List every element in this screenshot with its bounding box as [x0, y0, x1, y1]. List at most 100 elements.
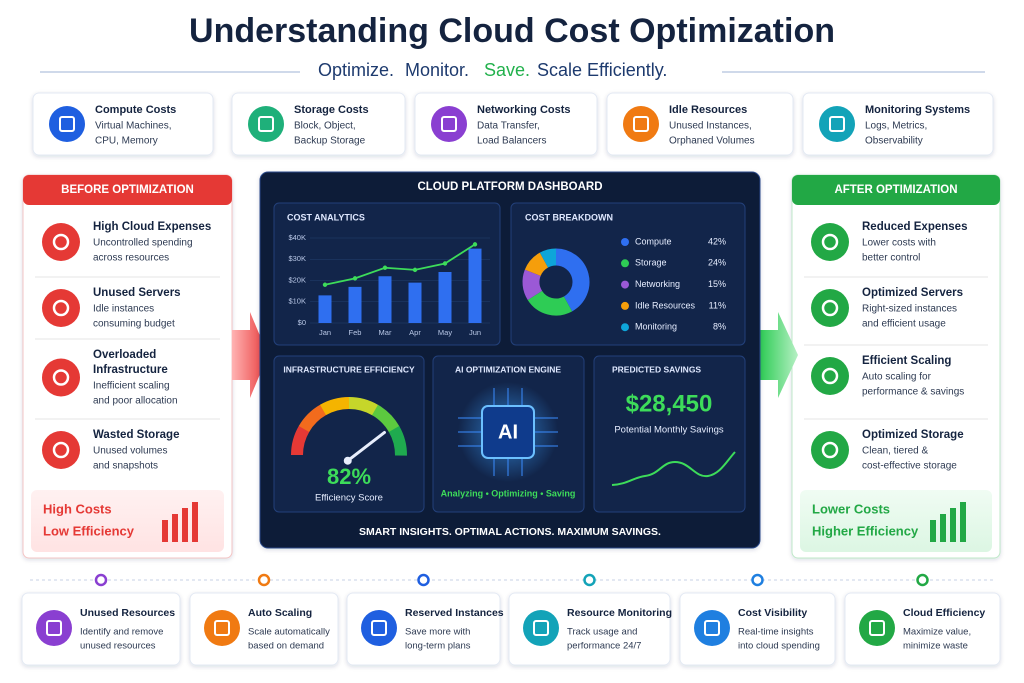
item-text: Clean, tiered &	[862, 446, 928, 457]
chip	[481, 405, 535, 459]
card	[21, 592, 181, 666]
card-text: Track usage and	[567, 627, 637, 638]
card-icon	[248, 106, 284, 142]
card-text: Scale automatically	[248, 627, 330, 638]
card-icon	[361, 610, 397, 646]
line-point	[382, 265, 388, 270]
card-title: Cost Visibility	[738, 607, 807, 619]
card-text: based on demand	[248, 641, 324, 652]
card-title: Idle Resources	[669, 104, 747, 116]
donut-segment	[524, 252, 549, 277]
card-icon-glyph	[533, 620, 549, 636]
card-icon	[431, 106, 467, 142]
item-icon	[811, 431, 849, 469]
legend-label: Compute	[635, 236, 672, 246]
card-icon	[523, 610, 559, 646]
bar	[348, 286, 362, 323]
card-text: performance 24/7	[567, 641, 641, 652]
item-icon-glyph	[821, 367, 839, 385]
card-text: Unused Instances,	[669, 121, 752, 132]
timeline-dot	[751, 573, 764, 587]
card-icon	[49, 106, 85, 142]
legend-label: Monitoring	[635, 322, 677, 332]
item-text: and poor allocation	[93, 396, 178, 407]
card-text: Block, Object,	[294, 121, 356, 132]
summary-glyph	[162, 520, 168, 542]
line-point	[322, 282, 328, 287]
card	[802, 92, 994, 156]
item-icon-glyph	[821, 441, 839, 459]
gauge-hub	[343, 456, 352, 465]
card-title: Monitoring Systems	[865, 104, 970, 116]
item-text: Auto scaling for	[862, 372, 932, 383]
sparkline	[611, 451, 736, 486]
summary-glyph	[172, 514, 178, 542]
summary-text: High Costs	[43, 501, 112, 516]
item-title: Infrastructure	[93, 364, 168, 376]
line	[324, 243, 476, 286]
item-title: Wasted Storage	[93, 429, 179, 441]
legend-label: Idle Resources	[635, 300, 696, 310]
item-icon-glyph	[52, 441, 70, 459]
gauge-band	[291, 425, 310, 456]
tagline-word: Optimize.	[318, 60, 394, 80]
tagline-word: Save.	[484, 60, 530, 80]
summary-glyph	[192, 502, 198, 542]
bar	[438, 272, 452, 323]
item-text: Inefficient scaling	[93, 381, 170, 392]
item-icon-glyph	[821, 233, 839, 251]
chart-title: COST ANALYTICS	[287, 212, 365, 222]
card	[679, 592, 836, 666]
item-icon-glyph	[821, 299, 839, 317]
summary-glyph	[930, 520, 936, 542]
card	[32, 92, 214, 156]
panel-title: PREDICTED SAVINGS	[612, 364, 701, 374]
item-text: and efficient usage	[862, 319, 946, 330]
card-icon	[859, 610, 895, 646]
card	[508, 592, 671, 666]
card-icon-glyph	[371, 620, 387, 636]
x-tick-label: Jan	[319, 328, 331, 337]
card-title: Reserved Instances	[405, 607, 504, 619]
summary-glyph	[940, 514, 946, 542]
item-title: Efficient Scaling	[862, 355, 951, 367]
card-text: Data Transfer,	[477, 121, 540, 132]
card-text: Logs, Metrics,	[865, 121, 927, 132]
item-text: across resources	[93, 253, 169, 264]
bar	[408, 282, 422, 323]
gauge-band	[388, 426, 407, 456]
card	[414, 92, 598, 156]
panel-title: AI OPTIMIZATION ENGINE	[455, 364, 561, 374]
item-icon	[811, 289, 849, 327]
card-title: Cloud Efficiency	[903, 607, 985, 619]
timeline-dot	[94, 573, 108, 587]
gauge-band	[298, 404, 327, 433]
y-tick-label: $20K	[288, 275, 306, 284]
dashboard-panel	[273, 355, 425, 513]
gauge-value: 82%	[327, 464, 371, 489]
card-icon-glyph	[633, 116, 649, 132]
item-title: Optimized Storage	[862, 429, 964, 441]
gauge-band	[320, 397, 350, 416]
item-text: Idle instances	[93, 304, 154, 315]
card	[346, 592, 501, 666]
legend-swatch	[621, 238, 629, 246]
card-icon	[36, 610, 72, 646]
card-title: Compute Costs	[95, 104, 176, 116]
donut-segment	[527, 290, 573, 316]
card-icon-glyph	[59, 116, 75, 132]
chart-title: COST BREAKDOWN	[525, 212, 613, 222]
bar	[318, 295, 332, 323]
dashboard-panel	[273, 202, 501, 346]
tagline-word: Scale Efficiently.	[537, 60, 667, 80]
bar	[378, 276, 392, 323]
page-title: Understanding Cloud Cost Optimization	[189, 12, 835, 50]
side-title: AFTER OPTIMIZATION	[834, 184, 957, 196]
legend-value: 8%	[713, 322, 726, 332]
card-text: Orphaned Volumes	[669, 136, 755, 147]
flow-arrow	[760, 312, 798, 398]
legend-swatch	[621, 259, 629, 268]
card-text: Observability	[865, 136, 923, 147]
item-title: Reduced Expenses	[862, 221, 967, 233]
